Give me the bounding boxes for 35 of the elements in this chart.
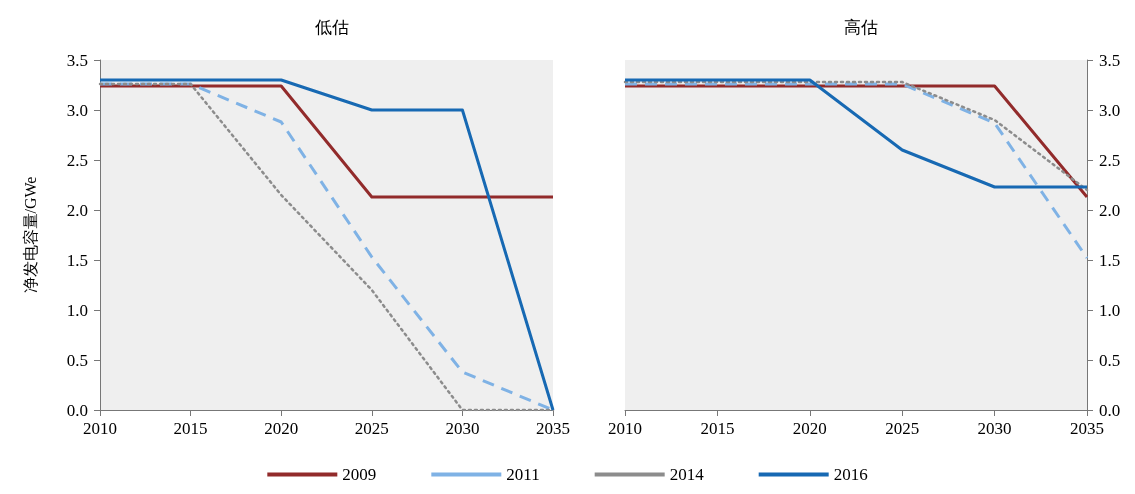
y-tick-label: 0.5: [66, 350, 88, 370]
x-tick-label: 2035: [536, 419, 570, 438]
y-tick-label: 2.0: [1099, 200, 1121, 220]
legend-label: 2014: [669, 465, 705, 484]
y-tick-label: 1.5: [66, 250, 88, 270]
chart-title: 高估: [844, 18, 878, 37]
y-tick-label: 3.5: [66, 50, 88, 70]
y-tick-label: 2.5: [66, 150, 88, 170]
y-tick-label: 0.0: [66, 400, 88, 420]
y-tick-label: 3.0: [1099, 100, 1121, 120]
x-tick-label: 2010: [608, 419, 642, 438]
y-tick-label: 3.5: [1099, 50, 1121, 70]
y-tick-label: 0.5: [1099, 350, 1121, 370]
x-tick-label: 2030: [445, 419, 480, 438]
legend-label: 2016: [833, 465, 868, 484]
x-tick-label: 2025: [354, 419, 389, 438]
y-tick-label: 0.0: [1099, 400, 1121, 420]
y-tick-label: 3.0: [66, 100, 88, 120]
x-tick-label: 2025: [885, 419, 920, 438]
legend-label: 2011: [506, 465, 540, 484]
chart-title: 低估: [314, 18, 349, 37]
x-tick-label: 2030: [977, 419, 1012, 438]
y-tick-label: 1.0: [66, 300, 88, 320]
x-tick-label: 2010: [83, 419, 117, 438]
x-tick-label: 2020: [264, 419, 299, 438]
x-tick-label: 2020: [792, 419, 827, 438]
y-tick-label: 1.0: [1099, 300, 1121, 320]
y-tick-label: 2.0: [66, 200, 88, 220]
x-tick-label: 2035: [1070, 419, 1104, 438]
y-tick-label: 1.5: [1099, 250, 1121, 270]
x-tick-label: 2015: [173, 419, 208, 438]
x-tick-label: 2015: [700, 419, 735, 438]
y-tick-label: 2.5: [1099, 150, 1121, 170]
y-axis-title: 净发电容量/GWe: [21, 176, 39, 294]
legend-label: 2009: [342, 465, 377, 484]
